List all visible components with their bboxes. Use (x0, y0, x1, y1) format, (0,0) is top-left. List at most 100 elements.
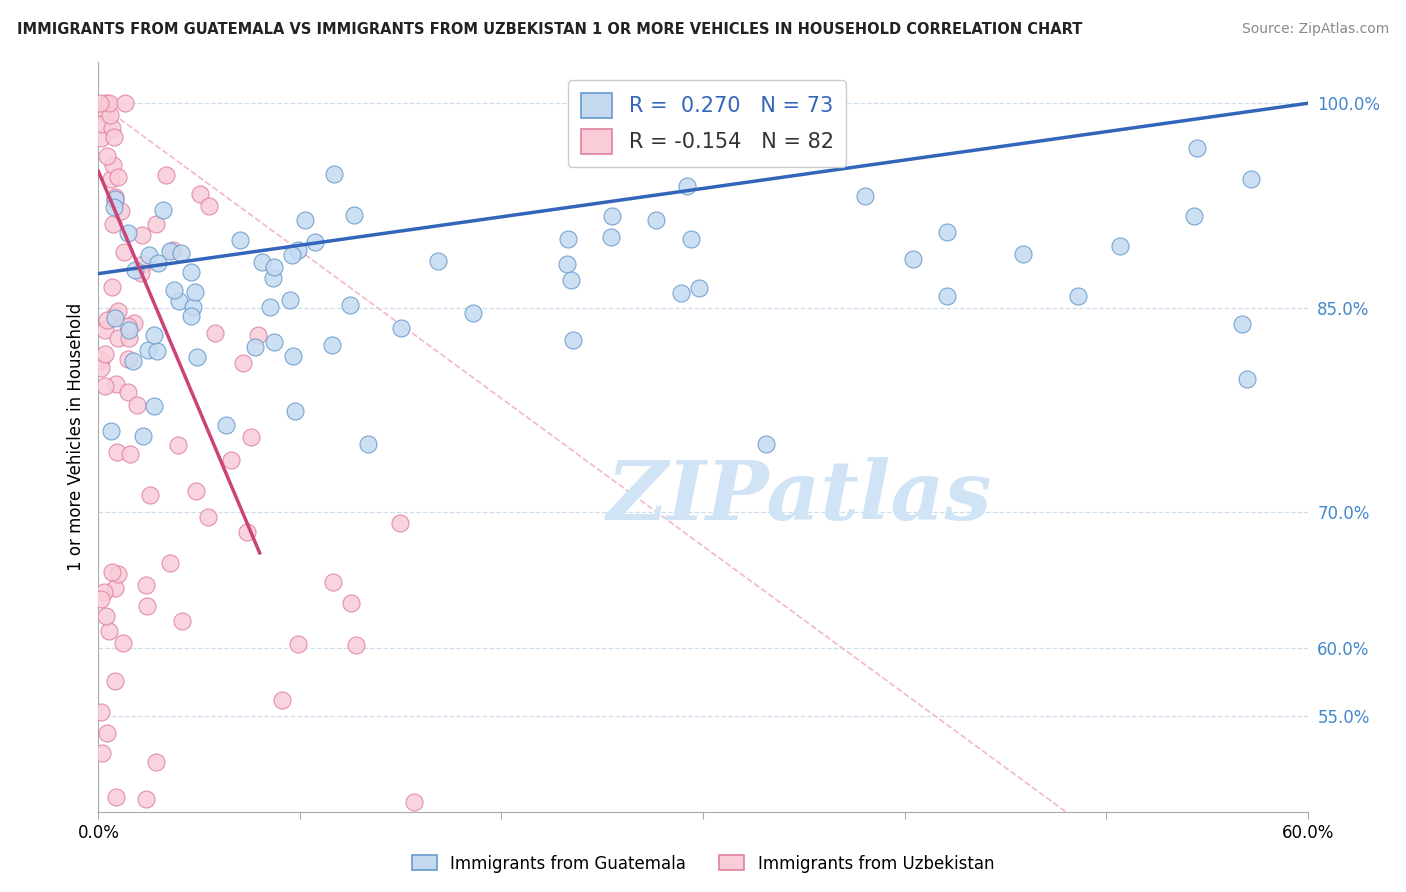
Point (1011, 247, 1033, 261)
Point (389, 321, 412, 335)
Point (935, 289, 957, 303)
Point (103, 218, 125, 232)
Point (180, 309, 202, 323)
Point (236, 525, 259, 540)
Point (103, 190, 125, 204)
Point (155, 168, 177, 182)
Point (935, 225, 957, 239)
Point (163, 283, 186, 297)
Point (463, 306, 485, 320)
Point (1109, 239, 1132, 253)
Point (105, 445, 128, 459)
Point (1240, 171, 1263, 186)
Point (159, 557, 181, 571)
Point (344, 638, 367, 652)
Point (679, 231, 702, 245)
Point (215, 417, 238, 432)
Point (103, 130, 125, 145)
Point (96, 725, 118, 739)
Point (188, 187, 211, 202)
Point (181, 300, 204, 314)
Point (124, 263, 146, 277)
Point (1185, 141, 1208, 155)
Point (138, 488, 160, 502)
Point (198, 199, 221, 213)
Point (94, 379, 117, 393)
Point (167, 293, 190, 308)
Point (104, 193, 127, 207)
Point (184, 483, 207, 498)
Point (263, 260, 285, 274)
Point (100, 424, 122, 438)
Point (90, 747, 112, 761)
Point (117, 318, 139, 333)
Point (110, 203, 132, 218)
Text: Source: ZipAtlas.com: Source: ZipAtlas.com (1241, 22, 1389, 37)
Point (117, 352, 139, 367)
Point (159, 244, 181, 258)
Text: ZIPatlas: ZIPatlas (607, 457, 993, 537)
Point (132, 257, 155, 271)
Point (146, 344, 169, 359)
Point (1067, 289, 1090, 303)
Point (96, 313, 118, 327)
Point (252, 254, 274, 268)
Point (321, 338, 343, 352)
Point (132, 428, 155, 442)
Point (148, 256, 170, 270)
Point (145, 755, 167, 769)
Point (142, 400, 165, 414)
Point (118, 323, 141, 337)
Point (294, 212, 316, 227)
Point (755, 437, 778, 451)
Point (263, 335, 285, 350)
Point (404, 795, 426, 809)
Point (901, 252, 924, 266)
Point (90, 592, 112, 607)
Point (90, 706, 112, 720)
Point (287, 243, 309, 257)
Point (1182, 209, 1205, 223)
Point (138, 248, 160, 262)
Point (170, 615, 193, 629)
Point (284, 404, 307, 418)
Point (111, 636, 134, 650)
Point (145, 217, 167, 231)
Point (90, 360, 112, 375)
Point (129, 266, 152, 280)
Point (131, 228, 153, 243)
Point (94, 96, 117, 111)
Point (560, 273, 582, 287)
Point (197, 510, 219, 524)
Point (283, 350, 305, 364)
Point (561, 333, 583, 347)
Point (229, 233, 252, 247)
Point (121, 354, 143, 368)
Point (259, 301, 281, 315)
Point (104, 376, 127, 391)
Point (96, 107, 118, 121)
Point (162, 243, 184, 257)
Point (98, 96, 121, 111)
Point (135, 791, 157, 805)
Point (104, 192, 127, 206)
Point (103, 673, 125, 688)
Point (280, 293, 302, 307)
Point (183, 285, 205, 300)
Point (817, 141, 839, 155)
Point (105, 790, 128, 805)
Point (96, 149, 118, 163)
Point (117, 226, 139, 240)
Point (1230, 317, 1253, 331)
Point (93, 585, 115, 599)
Point (135, 599, 157, 613)
Point (152, 202, 174, 217)
Point (555, 257, 578, 271)
Point (90, 130, 112, 145)
Point (322, 575, 344, 590)
Point (94, 346, 117, 360)
Point (101, 565, 124, 579)
Point (557, 232, 579, 246)
Point (243, 340, 266, 354)
Point (136, 343, 159, 358)
